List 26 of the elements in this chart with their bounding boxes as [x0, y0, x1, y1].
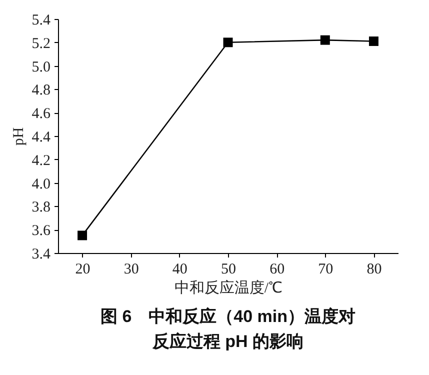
- y-tick-label: 5.2: [32, 36, 50, 52]
- y-tick-label: 3.4: [32, 246, 51, 262]
- y-tick-label: 3.6: [32, 223, 51, 240]
- y-tick-label: 4.4: [32, 130, 51, 146]
- y-tick-label: 5.0: [32, 59, 50, 76]
- x-tick-label: 80: [366, 262, 382, 278]
- y-tick-label: 5.4: [32, 12, 51, 28]
- point: [223, 38, 233, 48]
- x-tick-label: 70: [318, 262, 334, 278]
- y-axis-title: pH: [10, 127, 27, 146]
- x-tick-label: 40: [172, 262, 188, 278]
- x-tick-label: 50: [221, 262, 236, 278]
- y-tick-label: 4.0: [32, 176, 50, 192]
- point: [368, 36, 378, 46]
- y-tick-label: 4.2: [32, 152, 50, 169]
- y-tick-label: 4.6: [32, 106, 51, 122]
- x-axis-title: 中和反应温度/℃: [174, 280, 283, 296]
- text: 图 6 中和反应（40 min）温度对: [100, 307, 356, 326]
- x-tick-label: 20: [75, 262, 90, 278]
- y-tick-label: 4.8: [32, 82, 50, 99]
- text: 反应过程 pH 的影响: [151, 332, 304, 351]
- x-tick-label: 30: [124, 262, 139, 278]
- y-tick-label: 3.8: [32, 200, 50, 216]
- point: [320, 35, 330, 45]
- x-tick-label: 60: [270, 262, 285, 278]
- point: [78, 230, 88, 240]
